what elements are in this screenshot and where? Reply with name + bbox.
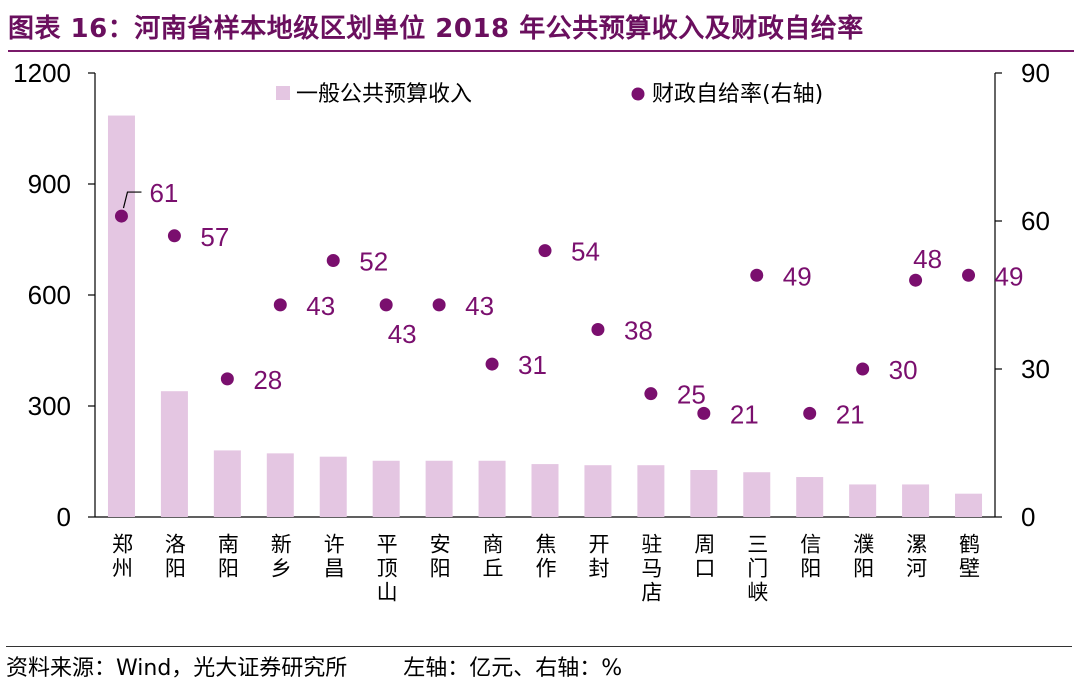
data-point <box>750 268 764 282</box>
data-label: 49 <box>995 261 1024 291</box>
legend-dot-label: 财政自给率(右轴) <box>652 82 823 107</box>
bar <box>690 470 718 517</box>
x-axis-category-label: 开封 <box>586 533 610 581</box>
data-point <box>114 209 128 223</box>
bar <box>372 460 400 517</box>
legend-bar-label: 一般公共预算收入 <box>296 82 472 107</box>
data-label: 61 <box>149 178 178 208</box>
legend-dot-swatch <box>631 87 645 101</box>
bar <box>107 115 135 518</box>
source-note: 资料来源：Wind，光大证券研究所 左轴：亿元、右轴：% <box>6 650 622 682</box>
bar <box>478 460 506 517</box>
data-label: 52 <box>359 246 388 276</box>
x-axis-category-label: 漯河 <box>904 533 928 581</box>
data-point <box>220 372 234 386</box>
x-axis-category-label: 信阳 <box>798 533 822 581</box>
data-point <box>962 268 976 282</box>
data-label-leader-line <box>122 191 142 209</box>
x-axis-category-label: 许昌 <box>321 533 345 581</box>
x-axis-category-label: 南阳 <box>215 533 239 581</box>
data-point <box>803 406 817 420</box>
bar <box>213 450 241 517</box>
x-axis-category-label: 鹤壁 <box>957 533 981 581</box>
bar <box>902 484 930 517</box>
data-label: 43 <box>465 291 494 321</box>
legend-bar-swatch <box>276 86 290 100</box>
data-point <box>273 298 287 312</box>
right-axis-tick-label: 90 <box>1021 58 1050 88</box>
data-label: 30 <box>889 355 918 385</box>
data-point <box>909 273 923 287</box>
data-point <box>644 387 658 401</box>
data-label: 31 <box>518 350 547 380</box>
left-axis-tick-label: 300 <box>28 391 71 421</box>
right-axis-tick-label: 60 <box>1021 206 1050 236</box>
right-axis-tick-label: 30 <box>1021 354 1050 384</box>
left-axis-tick-label: 0 <box>57 502 71 532</box>
data-label: 49 <box>783 261 812 291</box>
data-label: 38 <box>624 316 653 346</box>
data-point <box>379 298 393 312</box>
data-label: 28 <box>253 365 282 395</box>
data-label: 43 <box>306 291 335 321</box>
data-label: 21 <box>836 399 865 429</box>
data-point <box>432 298 446 312</box>
x-axis-category-label: 新乡 <box>268 533 292 581</box>
left-axis-tick-label: 600 <box>28 280 71 310</box>
source-text: 资料来源：Wind，光大证券研究所 <box>6 656 348 681</box>
bar <box>319 456 347 517</box>
data-point <box>167 229 181 243</box>
title-divider <box>8 50 1074 52</box>
bar <box>584 465 612 517</box>
bar <box>849 484 877 517</box>
axis-unit-note: 左轴：亿元、右轴：% <box>403 656 623 681</box>
data-label: 25 <box>677 380 706 410</box>
footer-divider <box>6 646 1072 647</box>
x-axis-category-label: 平顶山 <box>374 533 398 605</box>
x-axis-category-label: 濮阳 <box>851 533 875 581</box>
bar <box>425 460 453 517</box>
x-axis-category-label: 郑州 <box>109 533 133 581</box>
bar <box>955 493 983 517</box>
data-point <box>591 323 605 337</box>
x-axis-category-label: 三门峡 <box>745 533 769 605</box>
data-point <box>326 253 340 267</box>
left-axis-tick-label: 900 <box>28 169 71 199</box>
data-point <box>856 362 870 376</box>
bar <box>796 477 824 517</box>
data-label: 54 <box>571 237 600 267</box>
chart-title: 图表 16：河南省样本地级区划单位 2018 年公共预算收入及财政自给率 <box>8 14 864 44</box>
x-axis-category-label: 洛阳 <box>162 533 186 581</box>
data-label: 43 <box>388 319 417 349</box>
data-label: 57 <box>200 222 229 252</box>
x-axis-category-label: 驻马店 <box>639 533 663 605</box>
data-label: 48 <box>913 244 942 274</box>
bar <box>743 472 771 517</box>
x-axis-category-label: 周口 <box>692 533 716 581</box>
bar <box>266 453 294 517</box>
bar <box>637 465 665 517</box>
x-axis-category-label: 商丘 <box>480 533 504 581</box>
x-axis-category-label: 安阳 <box>427 533 451 581</box>
left-axis-tick-label: 1200 <box>13 58 71 88</box>
data-point <box>697 406 711 420</box>
data-label: 21 <box>730 399 759 429</box>
bar <box>160 391 188 517</box>
x-axis-category-label: 焦作 <box>533 533 557 581</box>
data-point <box>538 244 552 258</box>
right-axis-tick-label: 0 <box>1021 502 1035 532</box>
bar <box>531 464 559 517</box>
data-point <box>485 357 499 371</box>
